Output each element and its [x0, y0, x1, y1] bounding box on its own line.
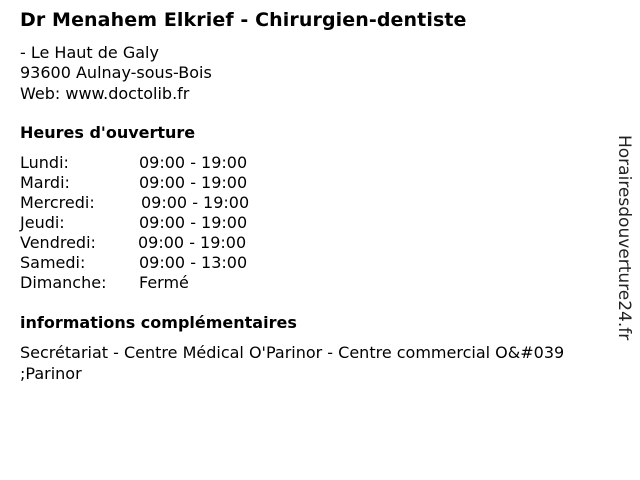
time-value: 09:00 - 19:00	[139, 153, 248, 172]
time-value: 09:00 - 13:00	[139, 253, 248, 272]
day-label: Lundi:	[20, 153, 69, 172]
page-title: Dr Menahem Elkrief - Chirurgien-dentiste	[20, 9, 467, 31]
day-label: Dimanche:	[20, 273, 107, 292]
address-city: 93600 Aulnay-sous-Bois	[20, 63, 212, 82]
day-label: Vendredi:	[20, 233, 96, 252]
time-value: 09:00 - 19:00	[141, 193, 250, 212]
day-label: Jeudi:	[20, 213, 65, 232]
time-value: 09:00 - 19:00	[138, 233, 247, 252]
info-text-line2: ;Parinor	[20, 364, 82, 383]
address-street: - Le Haut de Galy	[20, 43, 159, 62]
info-heading: informations complémentaires	[20, 313, 297, 332]
address-web: Web: www.doctolib.fr	[20, 84, 190, 103]
time-value: 09:00 - 19:00	[139, 213, 248, 232]
day-label: Mardi:	[20, 173, 70, 192]
time-value: 09:00 - 19:00	[139, 173, 248, 192]
day-label: Mercredi:	[20, 193, 95, 212]
hours-heading: Heures d'ouverture	[20, 123, 196, 142]
day-label: Samedi:	[20, 253, 86, 272]
info-text-line1: Secrétariat - Centre Médical O'Parinor -…	[20, 343, 565, 362]
time-value: Fermé	[139, 273, 189, 292]
watermark: Horairesdouverture24.fr	[614, 135, 634, 341]
